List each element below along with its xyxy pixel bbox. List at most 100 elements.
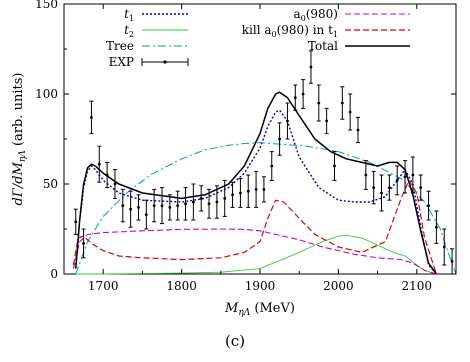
exp-point (293, 84, 298, 111)
exp-point (434, 210, 439, 244)
exp-marker (309, 65, 313, 69)
x-tick-label: 1900 (245, 279, 276, 293)
exp-marker (97, 162, 101, 166)
y-tick-label: 100 (35, 87, 58, 101)
exp-marker (262, 188, 266, 191)
exp-point (450, 248, 455, 275)
exp-marker (82, 242, 85, 245)
x-tick-label: 2000 (323, 279, 354, 293)
exp-marker (278, 137, 281, 141)
exp-point (442, 228, 447, 266)
x-axis-label: MηΛ (MeV) (224, 301, 295, 318)
exp-marker (380, 191, 383, 195)
exp-marker (293, 96, 297, 99)
y-axis-label: dΓ/dMηΛ (arb. units) (11, 73, 28, 206)
exp-point (175, 190, 180, 221)
exp-marker (270, 164, 274, 168)
exp-marker (387, 186, 391, 190)
exp-marker (246, 189, 250, 193)
exp-point (199, 185, 204, 212)
exp-marker (239, 191, 242, 195)
exp-marker (152, 204, 156, 208)
figure-caption: (c) (224, 332, 246, 350)
exp-point (89, 100, 94, 135)
exp-point (379, 174, 384, 212)
legend-label: t1 (124, 7, 134, 23)
exp-point (356, 116, 360, 144)
exp-point (410, 156, 415, 194)
exp-marker (105, 173, 109, 177)
exp-point (348, 93, 353, 131)
exp-point (120, 188, 125, 223)
exp-marker (435, 225, 438, 229)
legend-label: Tree (106, 39, 134, 53)
exp-point (316, 84, 321, 122)
exp-point (97, 145, 102, 183)
exp-marker (442, 245, 446, 249)
exp-marker (317, 101, 321, 105)
exp-marker (301, 92, 305, 96)
legend-exp-marker (163, 60, 167, 64)
exp-marker (184, 202, 187, 206)
exp-point (324, 107, 329, 135)
exp-marker (403, 175, 407, 179)
exp-marker (450, 260, 454, 263)
series-line-2 (75, 142, 457, 275)
exp-point (230, 181, 235, 208)
legend-label: t2 (124, 23, 134, 39)
y-tick-label: 150 (35, 0, 58, 11)
series-line-5 (72, 179, 437, 275)
exp-marker (223, 197, 227, 200)
exp-marker (286, 119, 289, 123)
exp-marker (333, 164, 336, 168)
exp-marker (176, 204, 180, 208)
exp-marker (395, 179, 399, 182)
exp-point (285, 102, 290, 140)
exp-point (222, 179, 227, 217)
exp-point (81, 228, 86, 259)
exp-point (332, 151, 337, 181)
exp-point (152, 188, 157, 223)
exp-point (363, 160, 368, 190)
series-line-0 (75, 109, 437, 275)
exp-marker (348, 110, 352, 114)
exp-marker (254, 188, 258, 191)
exp-marker (144, 213, 148, 217)
legend-label: a0(980) (293, 7, 338, 23)
exp-point (183, 187, 188, 221)
exp-point (387, 174, 392, 201)
exp-point (214, 185, 219, 219)
exp-point (112, 169, 117, 199)
exp-point (136, 194, 141, 221)
exp-point (418, 174, 423, 201)
y-tick-label: 0 (50, 267, 58, 281)
exp-marker (121, 204, 125, 208)
legend-label: Total (308, 39, 338, 53)
exp-marker (231, 193, 234, 197)
exp-marker (199, 197, 203, 200)
exp-marker (372, 186, 376, 190)
exp-marker (207, 202, 211, 206)
y-tick-label: 50 (43, 177, 58, 191)
exp-point (340, 86, 345, 120)
exp-point (426, 190, 431, 221)
exp-point (246, 174, 251, 208)
exp-marker (90, 116, 93, 119)
legend-label: EXP (109, 55, 134, 69)
exp-point (191, 183, 196, 221)
exp-marker (427, 204, 430, 208)
exp-marker (113, 182, 117, 186)
x-tick-label: 1800 (166, 279, 197, 293)
series-line-6 (75, 91, 438, 275)
exp-point (105, 161, 110, 189)
exp-point (403, 160, 408, 194)
series-line-4 (72, 228, 437, 275)
exp-point (238, 178, 243, 208)
exp-point (160, 187, 164, 225)
exp-marker (364, 173, 368, 177)
exp-marker (160, 204, 164, 208)
exp-marker (215, 200, 219, 204)
exp-marker (168, 206, 172, 209)
